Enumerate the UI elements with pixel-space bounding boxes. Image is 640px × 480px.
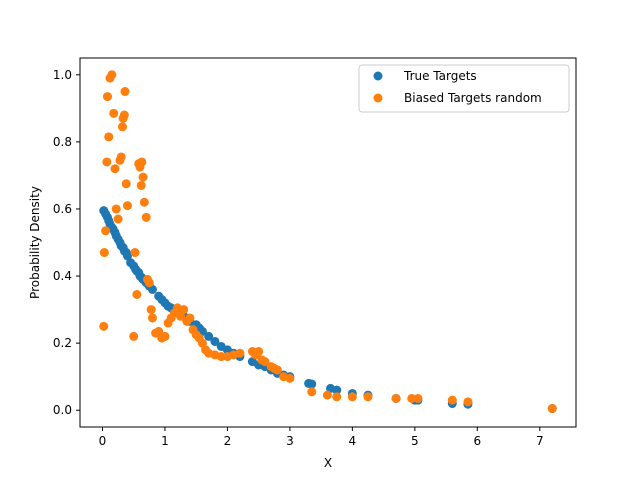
series-1-point (139, 197, 149, 207)
series-1-point (141, 212, 151, 222)
y-tick-label: 0.4 (53, 269, 72, 283)
legend-label-true-targets: True Targets (403, 69, 477, 83)
series-1-point (307, 387, 317, 397)
legend: True Targets Biased Targets random (358, 64, 570, 113)
x-tick-label: 2 (224, 434, 232, 448)
series-1-point (137, 157, 147, 167)
series-1-point (99, 321, 109, 331)
series-1-point (144, 278, 154, 288)
series-0-point (122, 251, 132, 261)
series-1-point (146, 305, 156, 315)
series-0-point (210, 336, 220, 346)
y-tick-label: 0.2 (53, 336, 72, 350)
x-tick-label: 5 (411, 434, 419, 448)
series-1-point (147, 313, 157, 323)
series-1-point (132, 290, 142, 299)
series-1-point (154, 326, 164, 336)
y-tick-label: 0.8 (53, 135, 72, 149)
series-1-point (332, 392, 342, 402)
series-1-point (136, 180, 146, 190)
legend-label-biased-targets: Biased Targets random (404, 91, 542, 105)
series-1-point (197, 338, 207, 348)
series-1-point (547, 404, 557, 414)
x-axis-label: X (324, 456, 332, 470)
series-1-point (122, 201, 132, 211)
series-1-point (413, 393, 423, 403)
series-1-point (102, 157, 112, 167)
series-0-point (147, 284, 157, 294)
x-tick-label: 6 (473, 434, 481, 448)
series-1-point (407, 393, 417, 403)
series-1-point (285, 373, 295, 383)
plot-frame (79, 57, 577, 428)
y-tick-label: 0.0 (53, 403, 72, 417)
x-tick-label: 4 (349, 434, 357, 448)
series-1-point (104, 132, 114, 142)
series-1-point (111, 204, 121, 214)
x-tick-label: 3 (286, 434, 294, 448)
series-1-point (235, 348, 245, 358)
y-axis-label: Probability Density (28, 186, 42, 299)
series-1 (99, 70, 557, 414)
series-1-point (117, 122, 127, 132)
series-1-point (179, 305, 189, 315)
series-1-point (119, 110, 129, 120)
series-1-point (109, 108, 119, 118)
series-1-point (272, 365, 282, 375)
x-tick-label: 0 (99, 434, 107, 448)
ticks-layer: 0 1 2 3 4 5 6 7 0.0 0.2 0.4 0.6 0.8 1.0 (53, 68, 544, 448)
series-1-point (347, 392, 357, 402)
y-tick-label: 0.6 (53, 202, 72, 216)
series-0-point (204, 331, 214, 341)
series-1-point (107, 70, 117, 80)
series-1-point (216, 352, 226, 362)
legend-marker-true-targets (373, 71, 383, 81)
series-1-point (254, 347, 264, 357)
series-1-point (129, 331, 139, 341)
series-1-point (363, 392, 373, 402)
series-1-point (160, 331, 170, 341)
series-1-point (322, 390, 332, 400)
series-1-point (447, 395, 457, 405)
series-1-point (102, 92, 112, 102)
series-1-point (110, 164, 120, 174)
series-1-point (120, 87, 130, 97)
series-1-point (101, 226, 111, 236)
series-1-point (99, 248, 109, 258)
series-1-point (121, 179, 131, 189)
series-1-point (116, 152, 126, 162)
x-tick-label: 1 (161, 434, 169, 448)
series-1-point (185, 313, 195, 323)
series-1-point (130, 248, 140, 258)
legend-frame (358, 64, 570, 113)
series-0-point (332, 385, 342, 395)
series-1-point (138, 172, 148, 182)
series-1-point (260, 357, 270, 367)
series-1-point (176, 311, 186, 321)
y-tick-label: 1.0 (53, 68, 72, 82)
x-tick-label: 7 (536, 434, 544, 448)
series-0-point (307, 379, 317, 389)
series-1-point (113, 214, 123, 224)
series-1-point (391, 393, 401, 403)
series-1-point (463, 397, 473, 407)
legend-marker-biased-targets (373, 93, 383, 103)
points-layer (99, 70, 557, 414)
